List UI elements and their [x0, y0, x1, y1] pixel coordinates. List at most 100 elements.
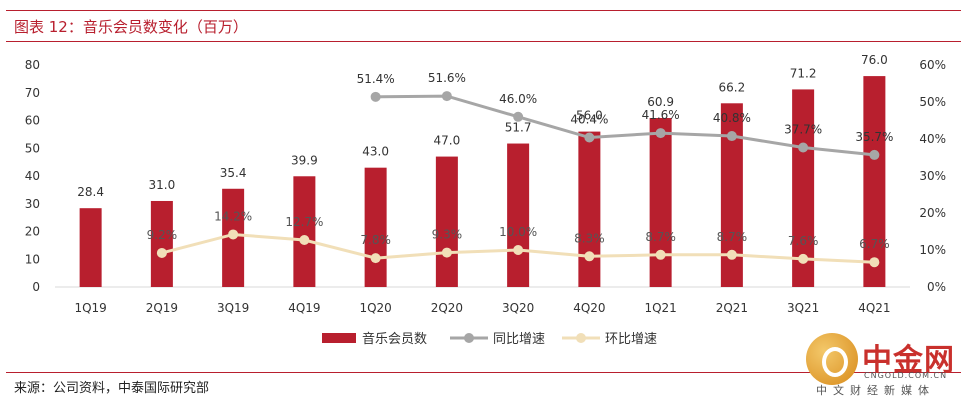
qoq-data-label: 10.0%	[499, 225, 537, 239]
qoq-point	[655, 249, 666, 260]
bar	[578, 131, 601, 287]
yoy-point	[655, 128, 666, 139]
legend-yoy-label: 同比增速	[493, 332, 545, 347]
bar-data-label: 60.9	[647, 95, 674, 109]
x-tick-label: 3Q21	[787, 301, 819, 315]
yoy-data-label: 51.6%	[428, 71, 466, 85]
data-labels: 28.4 31.0 35.4 39.9 43.0 47.0 51.7 56.0 60.9 66.2…	[77, 53, 893, 251]
bar	[720, 103, 743, 287]
bar-data-label: 56.0	[576, 109, 603, 123]
yoy-point	[798, 142, 809, 153]
yoy-data-label: 51.4%	[357, 72, 395, 86]
yoy-point	[370, 91, 381, 102]
y-left-tick-label: 20	[25, 225, 40, 239]
x-tick-label: 3Q20	[502, 301, 534, 315]
qoq-data-label: 8.7%	[645, 230, 676, 244]
bar-data-label: 47.0	[434, 134, 461, 148]
x-tick-label: 4Q20	[573, 301, 605, 315]
qoq-data-label: 12.7%	[285, 215, 323, 229]
qoq-point	[726, 249, 737, 260]
bar-data-label: 71.2	[790, 66, 817, 80]
bar-data-label: 76.0	[861, 53, 888, 67]
watermark-name: 中金网	[862, 343, 955, 378]
bar	[649, 118, 672, 287]
qoq-data-label: 7.6%	[788, 234, 819, 248]
qoq-data-label: 7.8%	[360, 233, 391, 247]
qoq-data-label: 9.2%	[147, 228, 178, 242]
yoy-data-label: 41.6%	[642, 108, 680, 122]
bar-data-label: 39.9	[291, 153, 318, 167]
yoy-data-label: 40.4%	[570, 113, 608, 127]
x-tick-label: 4Q19	[288, 301, 320, 315]
chart-title: 图表 12：音乐会员数变化（百万）	[14, 18, 248, 36]
bar-data-label: 35.4	[220, 166, 247, 180]
title-top-rule	[6, 10, 961, 11]
bar-data-label: 43.0	[362, 145, 389, 159]
qoq-data-label: 14.2%	[214, 209, 252, 223]
bar-data-label: 66.2	[719, 80, 746, 94]
yoy-data-label: 46.0%	[499, 92, 537, 106]
x-tick-label: 1Q20	[359, 301, 391, 315]
qoq-data-label: 9.3%	[432, 228, 463, 242]
qoq-point	[513, 245, 524, 255]
yoy-data-label: 40.8%	[713, 111, 751, 125]
qoq-point	[869, 257, 880, 268]
y-right-tick-label: 0%	[927, 280, 946, 294]
yoy-point	[726, 131, 737, 142]
y-right-tick-label: 40%	[919, 132, 946, 146]
y-right-tick-label: 60%	[919, 58, 946, 72]
x-tick-label: 2Q21	[716, 301, 748, 315]
yoy-point	[869, 149, 880, 160]
y-left-tick-label: 30	[25, 197, 40, 211]
legend-yoy-marker	[464, 333, 474, 343]
yoy-line	[375, 94, 875, 157]
y-left-tick-label: 80	[25, 58, 40, 72]
y-left-tick-label: 0	[32, 280, 40, 294]
watermark-slogan: 中文财经新媒体	[816, 384, 935, 397]
y-right-tick-label: 10%	[919, 243, 946, 257]
qoq-point	[798, 253, 809, 264]
bar	[507, 143, 530, 287]
source-note: 来源：公司资料，中泰国际研究部	[14, 381, 210, 396]
qoq-point	[370, 253, 381, 264]
y-left-tick-label: 10	[25, 252, 40, 266]
watermark-url: CNGOLD.COM.CN	[864, 371, 948, 380]
yoy-data-label: 37.7%	[784, 123, 822, 137]
chart: 0 10 20 30 40 50 60 70 80 0% 10% 20% 30% 40% 50% 60% 1Q1…	[25, 53, 946, 347]
bar	[435, 156, 458, 287]
bar	[863, 76, 886, 287]
axes: 0 10 20 30 40 50 60 70 80 0% 10% 20% 30% 40% 50% 60% 1Q1…	[25, 58, 946, 315]
qoq-data-label: 8.7%	[717, 230, 748, 244]
legend-bar-swatch	[322, 333, 356, 343]
y-right-tick-label: 30%	[919, 169, 946, 183]
yoy-point	[513, 111, 524, 122]
bar-data-label: 28.4	[77, 185, 104, 199]
bar	[150, 200, 173, 287]
y-left-tick-label: 40	[25, 169, 40, 183]
y-right-tick-label: 20%	[919, 206, 946, 220]
y-right-tick-label: 50%	[919, 95, 946, 109]
x-tick-label: 3Q19	[217, 301, 249, 315]
y-left-tick-label: 60	[25, 114, 40, 128]
yoy-point	[584, 132, 595, 143]
bar-data-label: 31.0	[149, 178, 176, 192]
bar	[364, 167, 387, 287]
qoq-point	[299, 235, 310, 246]
bar	[79, 208, 102, 287]
title-bar: 图表 12：音乐会员数变化（百万）	[0, 0, 967, 42]
x-tick-label: 2Q19	[146, 301, 178, 315]
qoq-point	[441, 247, 452, 258]
legend-bar-label: 音乐会员数	[362, 331, 427, 347]
x-tick-label: 2Q20	[431, 301, 463, 315]
qoq-point	[228, 229, 239, 240]
watermark: 中金网 CNGOLD.COM.CN 中文财经新媒体	[806, 333, 956, 397]
watermark-logo-icon	[806, 333, 858, 385]
x-tick-label: 1Q19	[74, 301, 106, 315]
qoq-point	[156, 247, 167, 258]
source-rule	[6, 372, 961, 373]
legend: 音乐会员数 同比增速 环比增速	[322, 331, 657, 347]
yoy-data-label: 35.7%	[855, 130, 893, 144]
y-left-tick-label: 70	[25, 86, 40, 100]
y-left-tick-label: 50	[25, 141, 40, 155]
qoq-data-label: 8.3%	[574, 231, 605, 245]
